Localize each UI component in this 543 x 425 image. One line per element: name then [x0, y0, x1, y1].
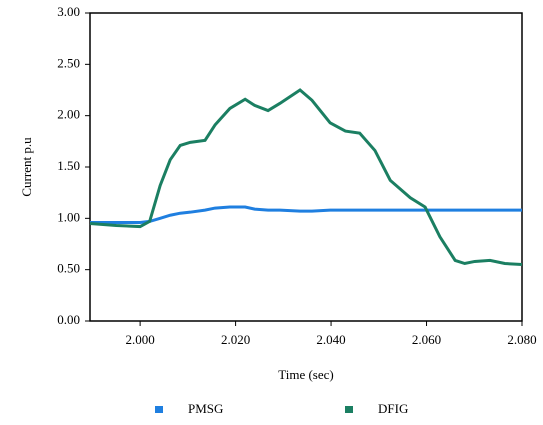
legend-swatch	[155, 406, 163, 413]
y-tick-label: 2.50	[57, 55, 80, 70]
x-tick-label: 2.020	[221, 332, 250, 347]
y-axis-label: Current p.u	[19, 137, 34, 197]
y-tick-label: 0.00	[57, 312, 80, 327]
y-tick-label: 2.00	[57, 107, 80, 122]
x-tick-label: 2.000	[125, 332, 154, 347]
y-tick-label: 1.00	[57, 209, 80, 224]
y-tick-label: 1.50	[57, 158, 80, 173]
plot-frame	[89, 12, 523, 322]
legend-swatch	[345, 406, 353, 413]
line-series	[90, 205, 522, 224]
x-axis-label: Time (sec)	[278, 367, 334, 382]
legend-label: DFIG	[378, 401, 408, 416]
legend-label: PMSG	[188, 401, 223, 416]
x-tick-label: 2.080	[507, 332, 536, 347]
y-tick-label: 3.00	[57, 4, 80, 19]
y-tick-label: 0.50	[57, 261, 80, 276]
x-tick-label: 2.040	[316, 332, 345, 347]
x-tick-label: 2.060	[412, 332, 441, 347]
line-series	[89, 88, 523, 267]
